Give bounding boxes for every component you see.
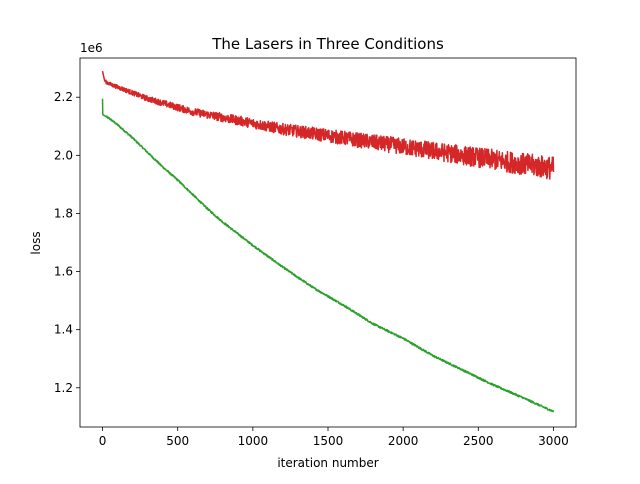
- x-axis-ticks: 0 500 1000 1500 2000 2500 3000: [99, 427, 569, 448]
- x-tick-label: 3000: [538, 434, 569, 448]
- x-tick-label: 0: [99, 434, 107, 448]
- x-tick-label: 2000: [388, 434, 419, 448]
- y-axis-ticks: 1.2 1.4 1.6 1.8 2.0 2.2: [54, 90, 80, 395]
- y-tick-label: 1.4: [54, 323, 73, 337]
- y-tick-label: 2.2: [54, 90, 73, 104]
- y-tick-label: 1.6: [54, 265, 73, 279]
- y-axis-label: loss: [29, 231, 43, 254]
- y-tick-label: 2.0: [54, 148, 73, 162]
- y-offset-label: 1e6: [80, 41, 103, 55]
- y-tick-label: 1.2: [54, 381, 73, 395]
- plot-frame: [79, 57, 577, 428]
- x-tick-label: 1000: [238, 434, 269, 448]
- x-tick-label: 1500: [313, 434, 344, 448]
- series-layer: [101, 70, 555, 413]
- x-axis-label: iteration number: [277, 456, 378, 470]
- x-tick-label: 2500: [463, 434, 494, 448]
- chart-title: The Lasers in Three Conditions: [211, 35, 444, 53]
- series-line: [101, 98, 555, 413]
- y-tick-label: 1.8: [54, 206, 73, 220]
- series-line: [101, 70, 555, 180]
- x-tick-label: 500: [166, 434, 189, 448]
